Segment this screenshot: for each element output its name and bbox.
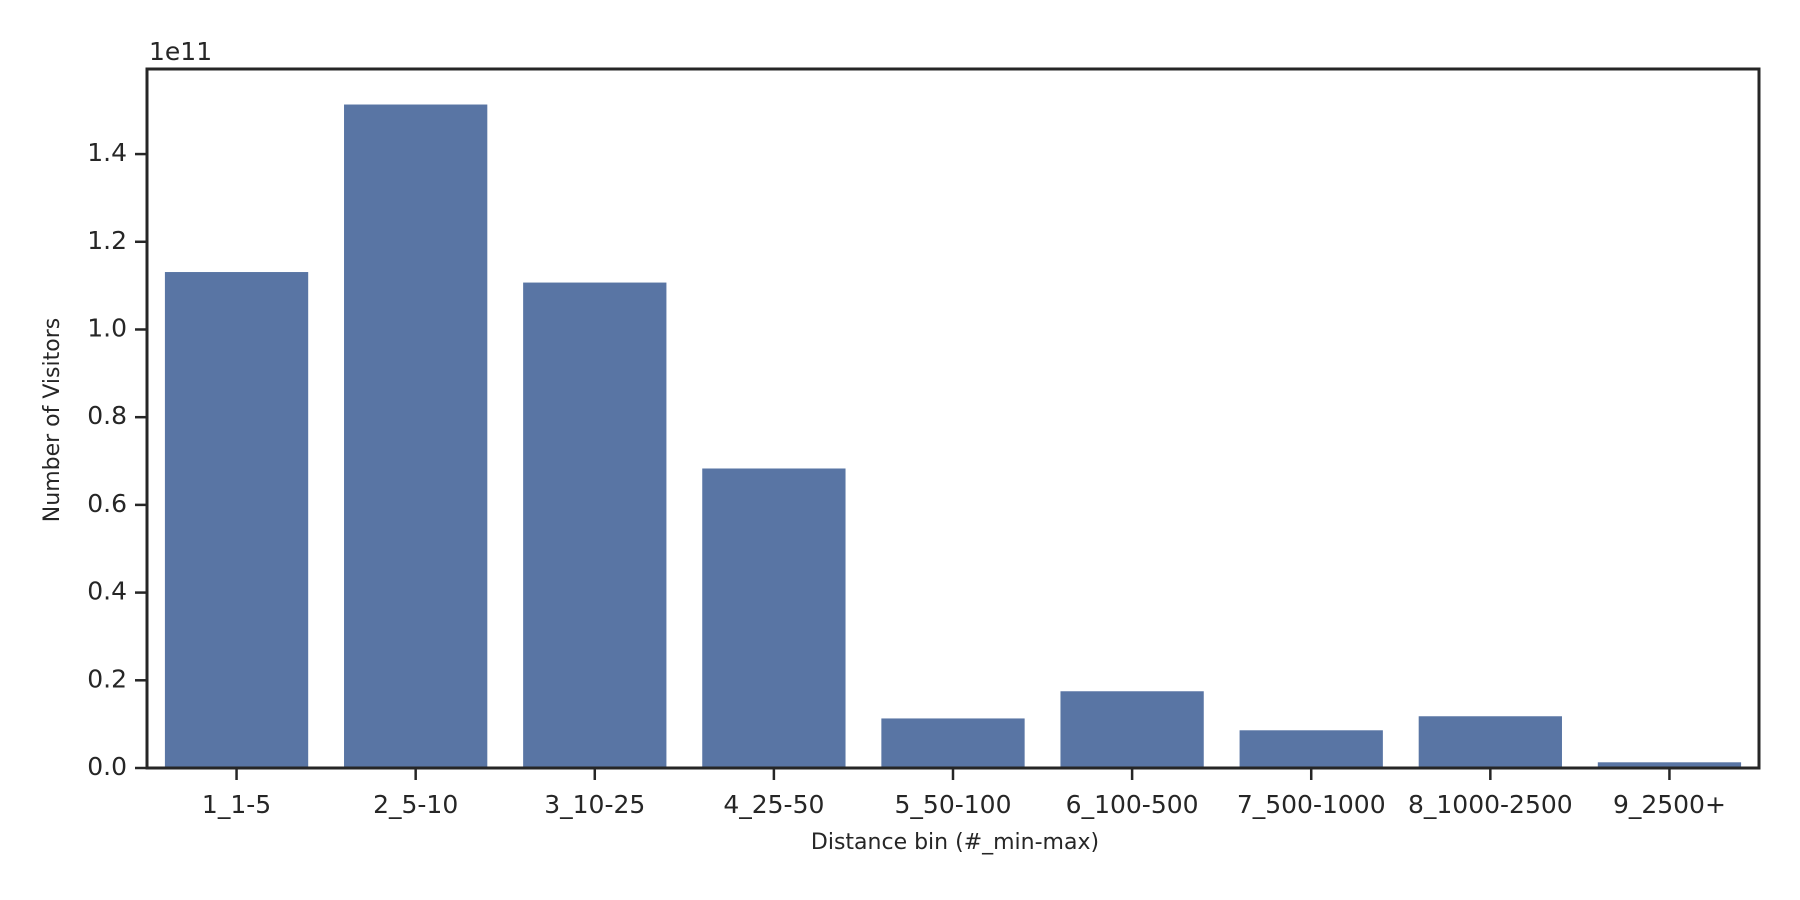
y-tick-label: 1.0 (87, 313, 127, 342)
bar (523, 282, 667, 768)
x-tick-label: 7_500-1000 (1237, 790, 1386, 819)
x-tick-label: 2_5-10 (373, 790, 458, 819)
y-tick-label: 1.2 (87, 226, 127, 255)
y-tick-label: 0.6 (87, 489, 127, 518)
bar (1418, 716, 1562, 768)
bar (344, 104, 488, 768)
x-tick-label: 9_2500+ (1613, 790, 1726, 819)
y-tick-label: 0.0 (87, 752, 127, 781)
x-tick-label: 3_10-25 (544, 790, 645, 819)
y-axis-label: Number of Visitors (40, 318, 65, 522)
x-tick-label: 1_1-5 (202, 790, 271, 819)
bar (1060, 691, 1204, 768)
bar (164, 272, 309, 768)
bar (1597, 762, 1742, 768)
plot-frame (145, 67, 1761, 770)
bar (1239, 730, 1383, 768)
x-tick-label: 6_100-500 (1066, 790, 1199, 819)
x-tick-label: 5_50-100 (895, 790, 1012, 819)
y-tick-label: 1.4 (87, 138, 127, 167)
bar (702, 468, 846, 768)
bar (881, 718, 1025, 768)
y-tick-label: 0.4 (87, 577, 127, 606)
x-tick-label: 8_1000-2500 (1408, 790, 1573, 819)
x-tick-label: 4_25-50 (723, 790, 824, 819)
y-offset-label: 1e11 (149, 37, 212, 66)
y-tick-label: 0.8 (87, 401, 127, 430)
y-tick-label: 0.2 (87, 664, 127, 693)
x-axis-label: Distance bin (#_min-max) (811, 830, 1099, 855)
